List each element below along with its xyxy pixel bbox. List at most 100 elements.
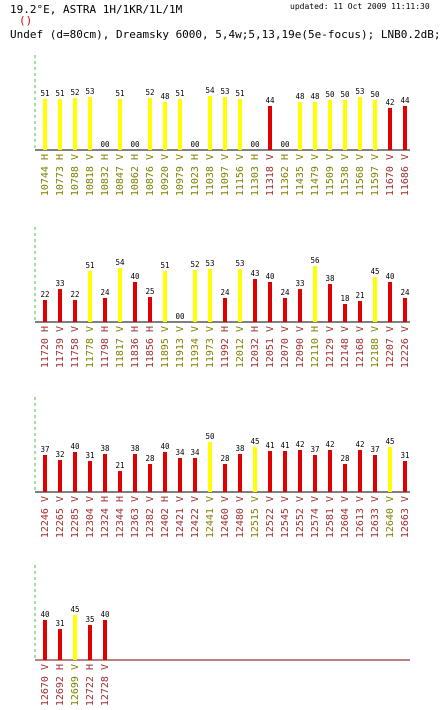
value-label: 48 xyxy=(310,92,320,101)
x-tick-label: 12574 V xyxy=(310,496,321,538)
x-tick-label: 12460 V xyxy=(220,496,231,538)
bar xyxy=(223,97,227,150)
x-tick-label: 12552 V xyxy=(295,496,306,538)
x-tick-label: 11318 V xyxy=(265,154,276,196)
x-tick-label: 12246 V xyxy=(40,496,51,538)
x-tick-label: 11597 V xyxy=(370,154,381,196)
value-label: 45 xyxy=(370,267,379,276)
value-label: 51 xyxy=(115,89,124,98)
value-label: 00 xyxy=(100,140,110,149)
bar xyxy=(148,464,152,492)
x-tick-label: 12670 V xyxy=(40,664,51,706)
x-tick-label: 12363 V xyxy=(130,496,141,538)
x-tick-label: 12344 H xyxy=(115,496,126,538)
bar xyxy=(238,99,242,150)
bar xyxy=(103,620,107,660)
bar xyxy=(58,289,62,322)
value-label: 53 xyxy=(85,87,94,96)
value-label: 24 xyxy=(400,288,410,297)
x-tick-label: 11720 H xyxy=(40,326,51,368)
bar xyxy=(403,298,407,322)
x-tick-label: 10979 V xyxy=(175,154,186,196)
bar xyxy=(178,458,182,492)
value-label: 54 xyxy=(205,86,215,95)
value-label: 50 xyxy=(340,90,350,99)
value-label: 35 xyxy=(85,615,94,624)
x-tick-label: 11097 V xyxy=(220,154,231,196)
bar xyxy=(58,460,62,492)
bar xyxy=(298,289,302,322)
x-tick-label: 11758 V xyxy=(70,326,81,368)
value-label: 21 xyxy=(355,291,364,300)
x-tick-label: 11778 V xyxy=(85,326,96,368)
value-label: 40 xyxy=(130,272,140,281)
bar xyxy=(328,450,332,492)
value-label: 00 xyxy=(130,140,140,149)
value-label: 37 xyxy=(40,445,49,454)
value-label: 31 xyxy=(400,451,409,460)
bar xyxy=(43,99,47,150)
x-tick-label: 12480 V xyxy=(235,496,246,538)
value-label: 42 xyxy=(295,440,304,449)
value-label: 28 xyxy=(340,454,350,463)
value-label: 53 xyxy=(205,259,214,268)
value-label: 38 xyxy=(235,444,245,453)
bar xyxy=(193,270,197,322)
x-tick-label: 12265 V xyxy=(55,496,66,538)
bar xyxy=(88,271,92,322)
bar xyxy=(343,100,347,150)
note: () xyxy=(19,14,32,27)
bar xyxy=(88,625,92,660)
value-label: 42 xyxy=(385,98,394,107)
x-tick-label: 12422 V xyxy=(190,496,201,538)
bar xyxy=(178,99,182,150)
value-label: 54 xyxy=(115,258,125,267)
value-label: 38 xyxy=(325,274,335,283)
x-tick-label: 12207 V xyxy=(385,326,396,368)
value-label: 40 xyxy=(40,610,50,619)
bar xyxy=(103,454,107,492)
x-tick-label: 12441 V xyxy=(205,496,216,538)
value-label: 00 xyxy=(190,140,200,149)
value-label: 34 xyxy=(190,448,200,457)
bar xyxy=(298,450,302,492)
value-label: 53 xyxy=(235,259,244,268)
value-label: 45 xyxy=(70,605,79,614)
bar xyxy=(118,471,122,492)
x-tick-label: 11023 H xyxy=(190,154,201,196)
x-tick-label: 12640 V xyxy=(385,496,396,538)
value-label: 31 xyxy=(85,451,94,460)
bar xyxy=(148,297,152,322)
bar xyxy=(43,455,47,492)
value-label: 40 xyxy=(160,442,170,451)
bar xyxy=(133,454,137,492)
x-tick-label: 12728 V xyxy=(100,664,111,706)
value-label: 38 xyxy=(130,444,140,453)
x-tick-label: 11362 H xyxy=(280,154,291,196)
x-tick-label: 12633 V xyxy=(370,496,381,538)
value-label: 33 xyxy=(295,279,304,288)
bar xyxy=(163,452,167,492)
value-label: 50 xyxy=(205,432,215,441)
x-tick-label: 12110 H xyxy=(310,326,321,368)
x-tick-label: 11895 V xyxy=(160,326,171,368)
x-tick-label: 10876 V xyxy=(145,154,156,196)
value-label: 44 xyxy=(265,96,275,105)
value-label: 31 xyxy=(55,619,64,628)
value-label: 53 xyxy=(220,87,229,96)
value-label: 50 xyxy=(325,90,335,99)
bar xyxy=(388,108,392,150)
bar xyxy=(223,298,227,322)
x-tick-label: 12581 V xyxy=(325,496,336,538)
x-tick-label: 12402 H xyxy=(160,496,171,538)
value-label: 22 xyxy=(40,290,49,299)
x-tick-label: 12613 V xyxy=(355,496,366,538)
bar xyxy=(118,268,122,322)
value-label: 48 xyxy=(295,92,305,101)
value-label: 52 xyxy=(70,88,79,97)
x-tick-label: 12692 H xyxy=(55,664,66,706)
bar xyxy=(358,97,362,150)
value-label: 40 xyxy=(70,442,80,451)
x-tick-label: 11156 V xyxy=(235,154,246,196)
